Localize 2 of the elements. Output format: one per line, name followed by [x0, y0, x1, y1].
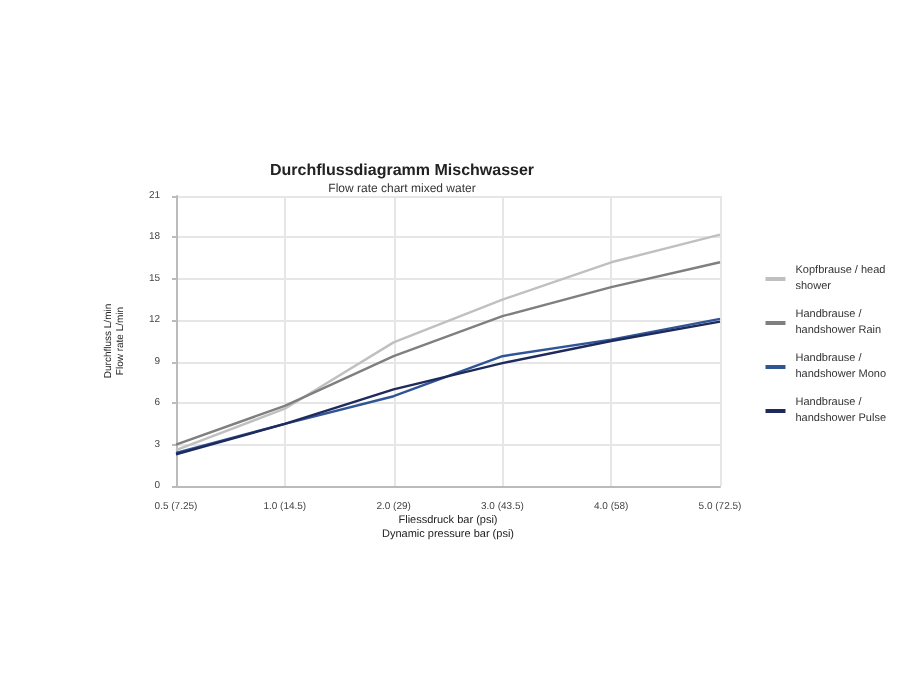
chart-title: Durchflussdiagramm Mischwasser [269, 161, 535, 179]
line-series [174, 261, 722, 446]
